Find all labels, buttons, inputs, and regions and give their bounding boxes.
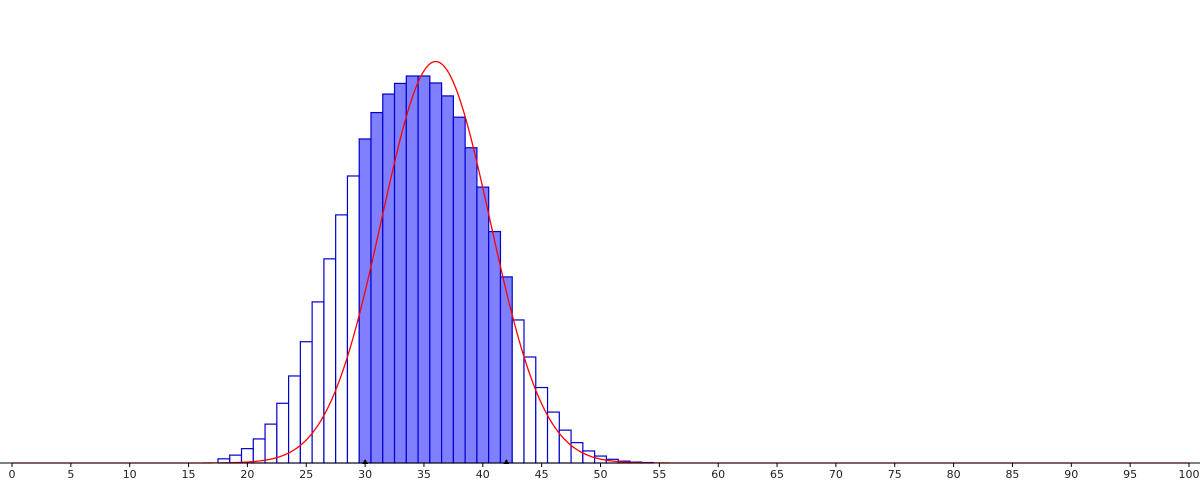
bar: [299, 341, 313, 464]
x-tick-label: 25: [299, 468, 313, 481]
bar-shaded: [464, 147, 478, 464]
x-tick-label: 65: [770, 468, 784, 481]
bar-shaded: [441, 95, 454, 464]
bar-shaded: [358, 138, 372, 464]
normal-curve: [12, 60, 1189, 464]
bar: [335, 214, 349, 464]
x-tick-label: 45: [535, 468, 549, 481]
x-tick-label: 30: [358, 468, 372, 481]
x-tick-label: 100: [1179, 468, 1200, 481]
bar: [311, 301, 325, 464]
bar: [511, 319, 525, 464]
bar: [535, 386, 549, 464]
x-tick-label: 15: [182, 468, 196, 481]
x-tick-label: 85: [1005, 468, 1019, 481]
histogram-bars: [217, 75, 655, 464]
x-tick-label: 95: [1123, 468, 1137, 481]
x-tick-label: 60: [711, 468, 725, 481]
bar-shaded: [405, 75, 419, 464]
x-tick-label: 50: [594, 468, 608, 481]
x-tick-label: 70: [829, 468, 843, 481]
x-tick-label: 10: [123, 468, 137, 481]
x-tick-label: 5: [67, 468, 74, 481]
interval-markers: [362, 459, 510, 464]
x-tick-label: 0: [9, 468, 16, 481]
x-tick-label: 20: [240, 468, 254, 481]
bar: [240, 448, 254, 464]
bar: [264, 423, 278, 464]
bar-shaded: [488, 230, 502, 464]
bar: [570, 442, 584, 464]
interval-endpoint-marker[interactable]: [503, 459, 510, 464]
bar-shaded: [417, 75, 431, 464]
x-tick-label: 90: [1064, 468, 1078, 481]
x-tick-label: 75: [888, 468, 902, 481]
bar: [252, 438, 266, 464]
x-tick-label: 35: [417, 468, 431, 481]
x-axis-ticks: 0 5 10 15 20 25 30 35 40 45 50 55 60 65 70 75 80 85 90 95 10…: [9, 463, 1200, 481]
bar-shaded: [382, 93, 396, 464]
x-tick-label: 80: [947, 468, 961, 481]
bar: [323, 258, 337, 464]
bar-shaded: [452, 116, 466, 464]
interval-endpoint-marker[interactable]: [362, 459, 369, 464]
bar-shaded: [370, 111, 384, 464]
bar-shaded: [429, 82, 443, 464]
bar-shaded: [476, 186, 490, 464]
x-tick-label: 40: [476, 468, 490, 481]
x-tick-label: 55: [652, 468, 666, 481]
bar-shaded: [499, 276, 513, 464]
